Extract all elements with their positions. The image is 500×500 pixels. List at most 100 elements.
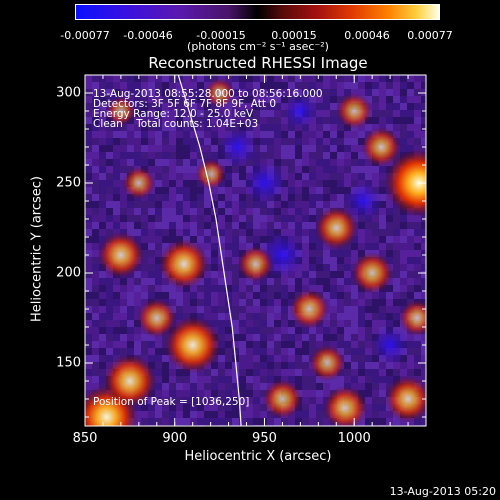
image-pixel-cell	[85, 166, 92, 173]
image-pixel-cell	[414, 418, 421, 425]
image-pixel-cell	[267, 110, 274, 117]
image-pixel-cell	[407, 117, 414, 124]
image-pixel-cell	[155, 131, 162, 138]
image-pixel-cell	[232, 271, 239, 278]
image-pixel-cell	[211, 271, 218, 278]
image-pixel-cell	[225, 180, 232, 187]
image-pixel-cell	[274, 138, 281, 145]
hot-spot	[122, 166, 156, 200]
image-pixel-cell	[106, 166, 113, 173]
image-pixel-cell	[295, 145, 302, 152]
image-pixel-cell	[239, 299, 246, 306]
image-pixel-cell	[288, 194, 295, 201]
image-pixel-cell	[344, 292, 351, 299]
image-pixel-cell	[393, 250, 400, 257]
image-pixel-cell	[379, 180, 386, 187]
image-pixel-cell	[414, 334, 421, 341]
image-pixel-cell	[239, 229, 246, 236]
image-pixel-cell	[141, 124, 148, 131]
image-pixel-cell	[372, 327, 379, 334]
image-pixel-cell	[197, 285, 204, 292]
image-pixel-cell	[225, 390, 232, 397]
image-pixel-cell	[253, 75, 260, 82]
image-pixel-cell	[183, 215, 190, 222]
image-pixel-cell	[141, 418, 148, 425]
image-pixel-cell	[106, 180, 113, 187]
image-pixel-cell	[302, 390, 309, 397]
image-pixel-cell	[330, 383, 337, 390]
image-pixel-cell	[218, 404, 225, 411]
image-pixel-cell	[148, 159, 155, 166]
image-pixel-cell	[148, 194, 155, 201]
image-pixel-cell	[148, 257, 155, 264]
image-pixel-cell	[176, 187, 183, 194]
image-pixel-cell	[106, 299, 113, 306]
image-pixel-cell	[302, 138, 309, 145]
image-pixel-cell	[260, 313, 267, 320]
image-pixel-cell	[260, 215, 267, 222]
image-pixel-cell	[407, 362, 414, 369]
x-tick-label: 1000	[337, 431, 371, 446]
hot-spot	[323, 385, 368, 426]
image-pixel-cell	[134, 278, 141, 285]
image-pixel-cell	[260, 299, 267, 306]
image-pixel-cell	[274, 145, 281, 152]
image-pixel-cell	[302, 397, 309, 404]
image-pixel-cell	[253, 131, 260, 138]
image-pixel-cell	[218, 320, 225, 327]
image-pixel-cell	[141, 110, 148, 117]
image-pixel-cell	[330, 124, 337, 131]
image-pixel-cell	[337, 194, 344, 201]
image-pixel-cell	[393, 362, 400, 369]
image-pixel-cell	[176, 222, 183, 229]
image-pixel-cell	[183, 89, 190, 96]
image-pixel-cell	[253, 215, 260, 222]
image-pixel-cell	[400, 131, 407, 138]
image-pixel-cell	[183, 390, 190, 397]
hot-spot	[361, 127, 401, 167]
image-pixel-cell	[155, 257, 162, 264]
image-pixel-cell	[85, 320, 92, 327]
image-pixel-cell	[232, 229, 239, 236]
image-pixel-cell	[134, 159, 141, 166]
image-pixel-cell	[344, 355, 351, 362]
image-pixel-cell	[351, 362, 358, 369]
image-pixel-cell	[141, 404, 148, 411]
image-pixel-cell	[407, 215, 414, 222]
image-pixel-cell	[134, 89, 141, 96]
image-pixel-cell	[386, 89, 393, 96]
image-pixel-cell	[309, 222, 316, 229]
image-pixel-cell	[302, 208, 309, 215]
image-pixel-cell	[155, 208, 162, 215]
image-pixel-cell	[414, 369, 421, 376]
image-pixel-cell	[211, 131, 218, 138]
image-pixel-cell	[253, 285, 260, 292]
image-pixel-cell	[106, 348, 113, 355]
image-pixel-cell	[309, 376, 316, 383]
image-pixel-cell	[85, 152, 92, 159]
image-pixel-cell	[155, 110, 162, 117]
image-pixel-cell	[309, 194, 316, 201]
image-pixel-cell	[246, 243, 253, 250]
annotation-time-range: 13-Aug-2013 08:55:28.000 to 08:56:16.000	[93, 88, 323, 100]
image-pixel-cell	[421, 355, 426, 362]
image-pixel-cell	[218, 411, 225, 418]
image-pixel-cell	[169, 215, 176, 222]
image-pixel-cell	[127, 348, 134, 355]
image-pixel-cell	[127, 229, 134, 236]
image-pixel-cell	[176, 418, 183, 425]
image-pixel-cell	[323, 327, 330, 334]
image-pixel-cell	[218, 222, 225, 229]
image-pixel-cell	[274, 334, 281, 341]
image-pixel-cell	[309, 383, 316, 390]
image-pixel-cell	[316, 145, 323, 152]
image-pixel-cell	[169, 397, 176, 404]
image-pixel-cell	[113, 292, 120, 299]
image-pixel-cell	[351, 376, 358, 383]
image-pixel-cell	[316, 334, 323, 341]
image-pixel-cell	[302, 243, 309, 250]
image-pixel-cell	[407, 243, 414, 250]
image-pixel-cell	[155, 397, 162, 404]
image-pixel-cell	[309, 187, 316, 194]
image-pixel-cell	[176, 152, 183, 159]
